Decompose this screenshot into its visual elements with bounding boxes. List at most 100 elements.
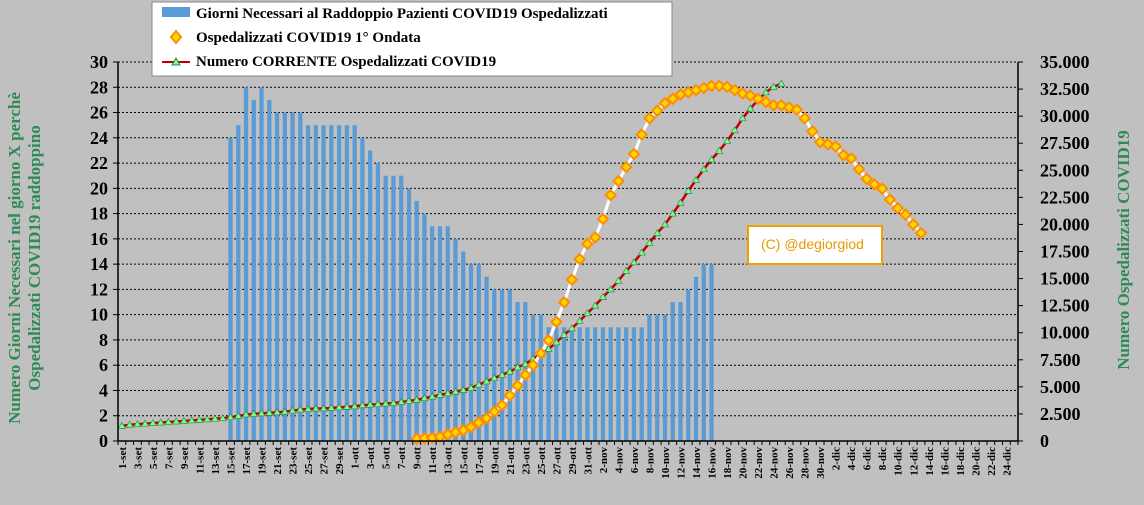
- current-point: [257, 409, 266, 417]
- wave1-point: [790, 103, 804, 117]
- bar: [476, 264, 481, 441]
- current-point: [358, 401, 367, 409]
- x-tick-label: 20-dic: [970, 447, 982, 476]
- current-point: [567, 324, 576, 332]
- legend-label-current: Numero CORRENTE Ospedalizzati COVID19: [196, 54, 496, 70]
- x-tick-label: 29-set: [334, 447, 346, 475]
- bar: [329, 125, 334, 442]
- bar: [600, 327, 606, 441]
- current-point: [622, 266, 631, 274]
- bar: [243, 87, 249, 442]
- current-point: [676, 198, 685, 206]
- bar: [678, 302, 683, 441]
- current-point: [769, 82, 778, 90]
- bar: [577, 327, 582, 441]
- current-point: [148, 418, 158, 426]
- current-point: [366, 400, 375, 408]
- bar: [507, 289, 512, 441]
- x-tick-label: 23-ott: [520, 447, 532, 475]
- current-point: [179, 416, 189, 424]
- current-point: [606, 285, 615, 293]
- left-tick-label: 8: [99, 330, 108, 350]
- x-tick-label: 6-dic: [862, 447, 874, 470]
- bar: [461, 251, 466, 441]
- x-tick-label: 23-set: [288, 447, 300, 475]
- x-tick-label: 25-set: [303, 447, 315, 475]
- right-tick-label: 0: [1040, 431, 1049, 451]
- bar: [569, 327, 575, 441]
- bar: [375, 163, 381, 442]
- right-tick-label: 17.500: [1040, 242, 1090, 262]
- current-point: [722, 136, 732, 144]
- current-point: [490, 373, 499, 382]
- x-tick-label: 21-ott: [505, 447, 517, 475]
- x-tick-label: 22-dic: [986, 447, 998, 476]
- current-point: [125, 420, 134, 428]
- bar: [561, 327, 567, 441]
- current-point: [691, 175, 701, 183]
- x-tick-label: 21-set: [272, 447, 284, 475]
- x-tick-label: 7-set: [163, 447, 175, 469]
- bar: [282, 112, 287, 442]
- x-tick-label: 5-ott: [381, 447, 393, 469]
- wave1-point: [805, 124, 819, 138]
- current-point: [296, 405, 305, 413]
- current-point: [272, 408, 282, 416]
- current-point: [629, 258, 639, 266]
- annotation-frame: [747, 225, 883, 265]
- x-tick-label: 12-nov: [676, 447, 688, 479]
- x-tick-label: 17-ott: [474, 447, 486, 475]
- current-point: [645, 238, 654, 246]
- wave1-point: [627, 147, 641, 161]
- bar: [399, 175, 404, 441]
- wave1-point: [712, 79, 726, 93]
- current-point: [560, 330, 569, 338]
- right-tick-label: 25.000: [1040, 160, 1090, 180]
- current-point: [474, 380, 483, 388]
- current-point: [591, 301, 600, 309]
- right-tick-label: 22.500: [1040, 187, 1090, 207]
- bar: [368, 150, 373, 441]
- x-tick-label: 1-ott: [350, 447, 362, 469]
- x-tick-label: 8-nov: [644, 447, 656, 474]
- bar: [453, 238, 458, 441]
- x-tick-label: 11-ott: [427, 447, 439, 474]
- bar: [515, 302, 520, 441]
- current-point: [164, 417, 173, 425]
- x-tick-label: 24-nov: [769, 447, 781, 479]
- current-point: [459, 385, 468, 393]
- current-point: [412, 395, 421, 403]
- current-point: [234, 411, 243, 419]
- wave1-point: [495, 398, 509, 412]
- current-point: [482, 377, 491, 385]
- right-tick-label: 7.500: [1040, 350, 1081, 370]
- x-tick-label: 1-set: [117, 447, 129, 469]
- bar: [701, 264, 706, 441]
- x-tick-label: 12-dic: [908, 447, 920, 476]
- x-tick-label: 22-nov: [753, 447, 765, 479]
- legend-diamond-marker: [169, 29, 183, 45]
- current-point: [397, 397, 406, 405]
- x-tick-label: 8-dic: [877, 447, 889, 470]
- current-point: [715, 146, 724, 154]
- current-point: [210, 414, 220, 422]
- left-tick-label: 14: [90, 254, 108, 274]
- x-tick-label: 10-nov: [660, 447, 672, 479]
- bar: [321, 125, 326, 442]
- wave1-point: [914, 226, 928, 240]
- current-point: [172, 417, 181, 425]
- bar: [647, 314, 652, 441]
- x-tick-label: 29-ott: [567, 447, 579, 475]
- x-tick-label: 9-set: [179, 447, 191, 469]
- bar: [593, 327, 598, 441]
- current-point: [614, 276, 623, 284]
- current-point: [249, 409, 258, 417]
- left-tick-label: 18: [90, 204, 108, 224]
- x-tick-label: 31-ott: [582, 447, 594, 475]
- legend-box: [151, 1, 673, 77]
- line-series: [117, 79, 928, 446]
- x-tick-label: 16-dic: [939, 447, 951, 476]
- current-point: [451, 387, 460, 395]
- x-axis-ticks: 1-set 3-set 5-set 7-set 9-set 11-set 13-set 15-…: [117, 441, 1019, 479]
- current-point: [730, 126, 739, 134]
